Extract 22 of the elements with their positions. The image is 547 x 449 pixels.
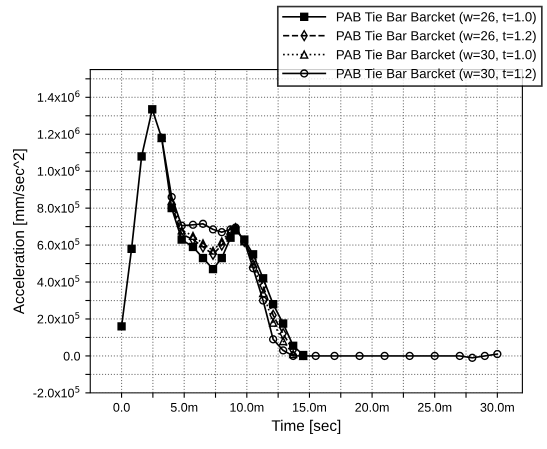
y-tick-label: 8.0x10$^{5}$	[37, 201, 80, 213]
x-tick-label: 10.0m	[230, 402, 264, 412]
y-tick-label: 4.0x10$^{5}$	[37, 275, 80, 287]
y-tick-label: 1.0x10$^{6}$	[38, 164, 80, 176]
x-axis-title: Time [sec]	[272, 420, 340, 434]
legend-label: PAB Tie Bar Barcket (w=26, t=1.0)	[336, 12, 536, 24]
x-tick-label: 0.0	[113, 402, 130, 412]
y-axis-title: Acceleration [mm/sec^2]	[12, 149, 28, 314]
y-tick-label: 1.4x10$^{6}$	[38, 90, 80, 102]
legend-label: PAB Tie Bar Barcket (w=30, t=1.0)	[336, 50, 536, 62]
y-tick-label: 2.0x10$^{5}$	[38, 312, 80, 324]
y-tick-label: -2.0x10$^{5}$	[33, 386, 80, 398]
x-tick-label: 5.0m	[170, 402, 198, 412]
x-tick-label: 25.0m	[418, 402, 452, 412]
y-tick-label: 6.0x10$^{5}$	[38, 238, 80, 250]
legend-label: PAB Tie Bar Barcket (w=26, t=1.2)	[336, 30, 536, 44]
x-tick-label: 15.0m	[293, 402, 326, 412]
y-tick-label: 0.0	[64, 352, 80, 361]
legend-label: PAB Tie Bar Barcket (w=30, t=1.2)	[336, 68, 536, 81]
y-tick-label: 1.2x10$^{6}$	[38, 127, 80, 139]
x-tick-label: 20.0m	[355, 402, 389, 412]
x-tick-label: 30.0m	[480, 402, 514, 412]
